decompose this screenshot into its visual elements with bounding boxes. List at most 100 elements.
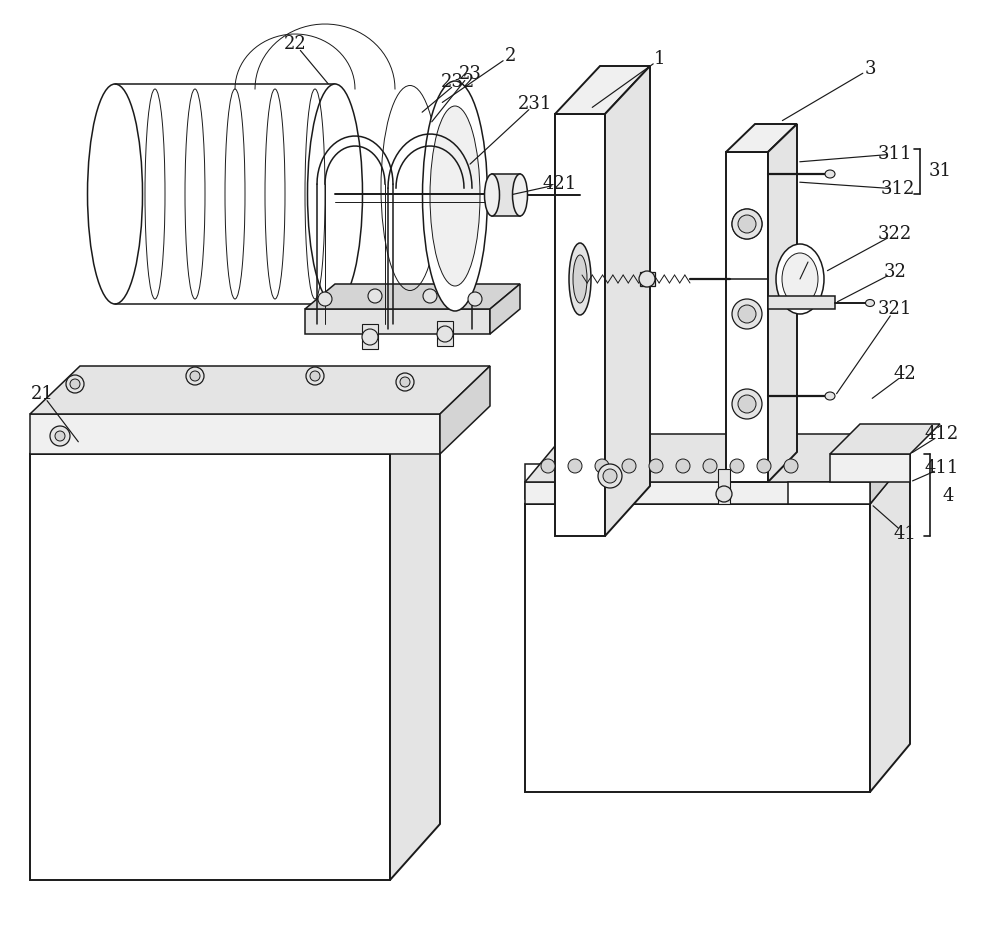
Circle shape xyxy=(732,299,762,329)
Text: 232: 232 xyxy=(441,73,475,91)
Circle shape xyxy=(598,464,622,488)
Circle shape xyxy=(738,215,756,233)
Circle shape xyxy=(757,459,771,473)
Ellipse shape xyxy=(573,255,587,303)
Circle shape xyxy=(738,305,756,323)
Circle shape xyxy=(437,326,453,342)
Circle shape xyxy=(310,371,320,381)
Polygon shape xyxy=(492,174,520,216)
Circle shape xyxy=(362,329,378,345)
Polygon shape xyxy=(788,482,870,504)
Text: 311: 311 xyxy=(878,145,912,163)
Polygon shape xyxy=(440,366,490,454)
Text: 42: 42 xyxy=(894,365,916,383)
Polygon shape xyxy=(30,366,490,414)
Circle shape xyxy=(541,459,555,473)
Circle shape xyxy=(368,289,382,303)
Text: 411: 411 xyxy=(925,459,959,477)
Ellipse shape xyxy=(569,243,591,315)
Polygon shape xyxy=(525,454,910,504)
Polygon shape xyxy=(525,482,870,504)
Circle shape xyxy=(603,469,617,483)
Polygon shape xyxy=(830,454,910,482)
Text: 32: 32 xyxy=(884,263,906,281)
Polygon shape xyxy=(555,114,605,504)
Polygon shape xyxy=(555,66,650,114)
Polygon shape xyxy=(870,454,910,792)
Circle shape xyxy=(703,459,717,473)
Ellipse shape xyxy=(422,81,488,311)
Text: 31: 31 xyxy=(928,162,952,180)
Polygon shape xyxy=(718,469,730,504)
Circle shape xyxy=(622,459,636,473)
Polygon shape xyxy=(768,124,797,482)
Text: 421: 421 xyxy=(543,175,577,193)
Text: 2: 2 xyxy=(504,47,516,65)
Ellipse shape xyxy=(782,253,818,305)
Polygon shape xyxy=(305,309,490,334)
Text: 321: 321 xyxy=(878,300,912,318)
Circle shape xyxy=(738,215,756,233)
Polygon shape xyxy=(726,152,768,482)
Ellipse shape xyxy=(308,84,362,304)
Circle shape xyxy=(730,459,744,473)
Circle shape xyxy=(639,271,655,287)
Circle shape xyxy=(55,431,65,441)
Ellipse shape xyxy=(866,299,874,307)
Polygon shape xyxy=(305,284,520,309)
Circle shape xyxy=(50,426,70,446)
Polygon shape xyxy=(30,396,440,454)
Circle shape xyxy=(568,459,582,473)
Polygon shape xyxy=(525,434,910,482)
Circle shape xyxy=(66,375,84,393)
Circle shape xyxy=(649,459,663,473)
Polygon shape xyxy=(490,284,520,334)
Circle shape xyxy=(70,379,80,389)
Circle shape xyxy=(306,367,324,385)
Text: 4: 4 xyxy=(942,487,954,505)
Polygon shape xyxy=(555,444,605,504)
Circle shape xyxy=(732,389,762,419)
Ellipse shape xyxy=(512,174,528,216)
Ellipse shape xyxy=(88,84,143,304)
Circle shape xyxy=(738,395,756,413)
Polygon shape xyxy=(555,114,605,536)
Circle shape xyxy=(732,209,762,239)
Text: 21: 21 xyxy=(31,385,53,403)
Text: 3: 3 xyxy=(864,60,876,78)
Polygon shape xyxy=(30,454,390,880)
Circle shape xyxy=(716,486,732,502)
Text: 231: 231 xyxy=(518,95,552,113)
Polygon shape xyxy=(390,396,440,880)
Circle shape xyxy=(318,292,332,306)
Ellipse shape xyxy=(825,170,835,178)
Polygon shape xyxy=(830,424,940,454)
Polygon shape xyxy=(605,66,650,536)
Circle shape xyxy=(676,459,690,473)
Circle shape xyxy=(186,367,204,385)
Polygon shape xyxy=(525,504,870,792)
Circle shape xyxy=(400,377,410,387)
Polygon shape xyxy=(362,324,378,349)
Polygon shape xyxy=(30,414,440,454)
Circle shape xyxy=(468,292,482,306)
Text: 22: 22 xyxy=(284,35,306,53)
Polygon shape xyxy=(525,464,555,499)
Ellipse shape xyxy=(825,392,835,400)
Text: 412: 412 xyxy=(925,425,959,443)
Circle shape xyxy=(190,371,200,381)
Circle shape xyxy=(423,289,437,303)
Text: 23: 23 xyxy=(459,65,481,83)
Polygon shape xyxy=(726,124,797,152)
Ellipse shape xyxy=(776,244,824,314)
Circle shape xyxy=(595,459,609,473)
Polygon shape xyxy=(640,272,655,286)
Polygon shape xyxy=(768,296,835,309)
Circle shape xyxy=(784,459,798,473)
Text: 41: 41 xyxy=(894,525,916,543)
Circle shape xyxy=(396,373,414,391)
Text: 1: 1 xyxy=(654,50,666,68)
Ellipse shape xyxy=(484,174,500,216)
Polygon shape xyxy=(870,434,910,504)
Text: 312: 312 xyxy=(881,180,915,198)
